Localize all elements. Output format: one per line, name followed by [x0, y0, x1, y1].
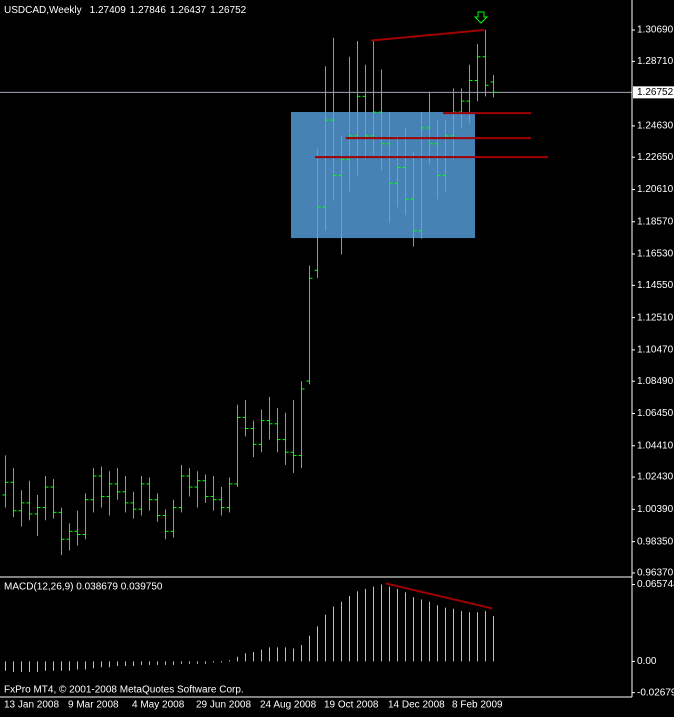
x-tick-label: 9 Mar 2008	[68, 700, 119, 711]
high-value: 1.27846	[130, 5, 167, 16]
y-tick-label: 1.04410	[637, 440, 674, 451]
chart-title: USDCAD,Weekly 1.27409 1.27846 1.26437 1.2675…	[4, 5, 247, 16]
y-tick-label: 1.18570	[637, 216, 674, 227]
x-tick-label: 8 Feb 2009	[452, 700, 503, 711]
y-tick-label: -0.026798	[637, 687, 674, 698]
y-tick-label: 1.06450	[637, 408, 674, 419]
highlight-box	[291, 111, 475, 239]
plot-layer	[0, 29, 632, 672]
y-tick-label: 0.065748	[637, 579, 674, 590]
y-tick-label: 1.14550	[637, 280, 674, 291]
trend-line	[370, 29, 485, 42]
current-price-label: 1.26752	[637, 87, 674, 98]
y-tick-label: 0.96370	[637, 568, 674, 579]
y-tick-label: 1.00390	[637, 504, 674, 515]
y-tick-label: 1.10470	[637, 345, 674, 356]
close-value: 1.26752	[210, 5, 247, 16]
open-value: 1.27409	[90, 5, 127, 16]
footer: FxPro MT4, © 2001-2008 MetaQuotes Softwa…	[4, 685, 244, 696]
x-tick-label: 24 Aug 2008	[260, 700, 317, 711]
current-price-box	[633, 86, 674, 99]
y-tick-label: 0.98350	[637, 536, 674, 547]
trend-line	[385, 582, 493, 610]
y-tick-label: 1.24630	[637, 121, 674, 132]
y-tick-label: 1.16530	[637, 249, 674, 260]
y-tick-label: 1.30690	[637, 25, 674, 36]
y-tick-label: 1.28710	[637, 56, 674, 67]
arrow-marker	[473, 11, 489, 24]
x-tick-label: 14 Dec 2008	[388, 700, 445, 711]
x-tick-label: 19 Oct 2008	[324, 700, 379, 711]
y-tick-label: 1.22650	[637, 152, 674, 163]
indicator-title: MACD(12,26,9) 0.038679 0.039750	[4, 582, 163, 593]
y-tick-label: 0.00	[637, 656, 657, 667]
x-tick-label: 13 Jan 2008	[4, 700, 59, 711]
low-value: 1.26437	[170, 5, 207, 16]
x-tick-label: 29 Jun 2008	[196, 700, 251, 711]
y-tick-label: 1.02430	[637, 472, 674, 483]
y-tick-label: 1.08490	[637, 376, 674, 387]
y-tick-label: 1.12510	[637, 312, 674, 323]
y-tick-label: 1.20610	[637, 184, 674, 195]
x-tick-label: 4 May 2008	[132, 700, 185, 711]
title: USDCAD,Weekly	[4, 5, 82, 16]
